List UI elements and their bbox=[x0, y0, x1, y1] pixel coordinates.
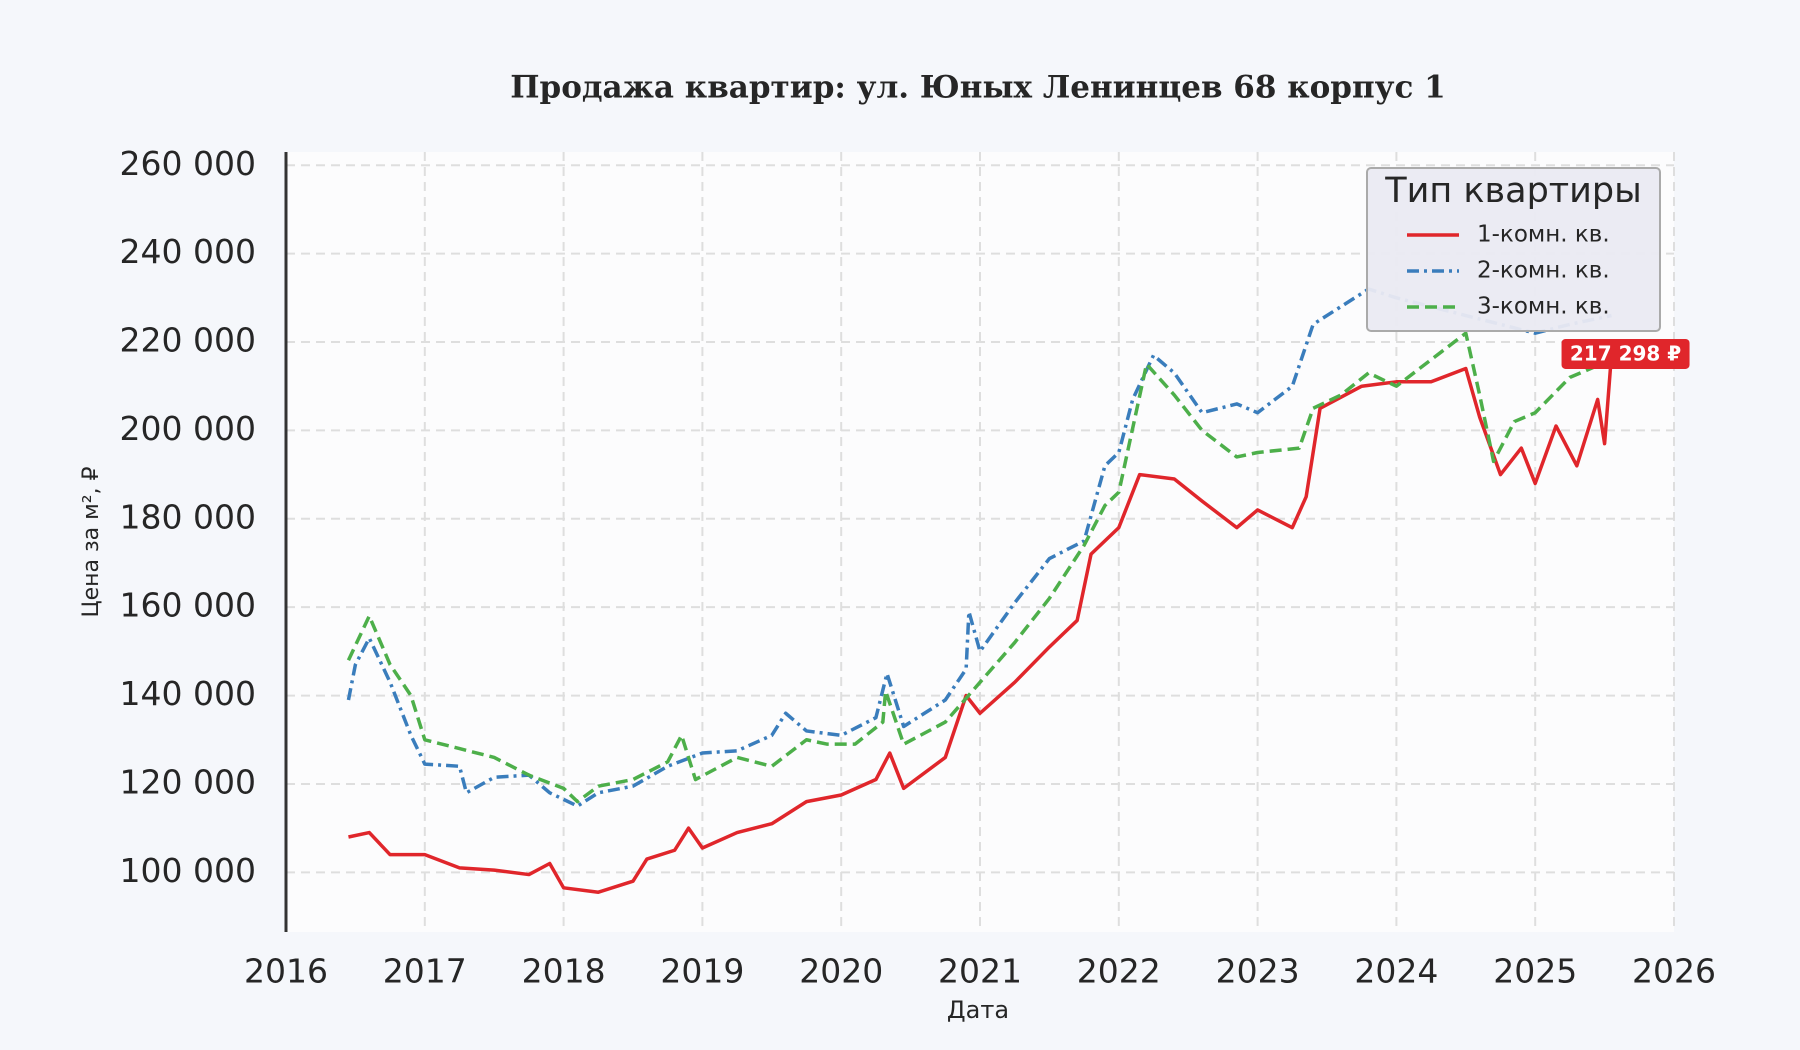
series-line bbox=[348, 353, 1614, 894]
series-line bbox=[346, 331, 1613, 804]
y-tick-label: 240 000 bbox=[120, 232, 256, 271]
x-tick-label: 2016 bbox=[244, 952, 328, 991]
legend-box bbox=[1366, 167, 1661, 332]
x-tick-label: 2017 bbox=[383, 952, 467, 991]
y-tick-label: 200 000 bbox=[120, 409, 256, 448]
legend-label: 1-комн. кв. bbox=[1477, 222, 1610, 248]
x-tick-label: 2022 bbox=[1077, 952, 1161, 991]
y-tick-label: 220 000 bbox=[120, 321, 256, 360]
y-tick-label: 140 000 bbox=[120, 674, 256, 713]
legend-title: Тип квартиры bbox=[1384, 171, 1642, 211]
legend-label: 2-комн. кв. bbox=[1477, 258, 1610, 284]
x-tick-label: 2024 bbox=[1354, 952, 1438, 991]
legend: Тип квартиры 1-комн. кв. 2-комн. кв. 3-комн… bbox=[1366, 167, 1661, 332]
legend-label: 3-комн. кв. bbox=[1477, 294, 1610, 320]
x-tick-label: 2025 bbox=[1493, 952, 1577, 991]
y-tick-label: 100 000 bbox=[120, 851, 256, 890]
end-label: 217 298 ₽ bbox=[1570, 341, 1681, 365]
y-axis-label: Цена за м², ₽ bbox=[79, 466, 104, 617]
y-tick-label: 180 000 bbox=[120, 497, 256, 536]
y-tick-label: 120 000 bbox=[120, 762, 256, 801]
y-tick-label: 160 000 bbox=[120, 586, 256, 625]
chart-title: Продажа квартир: ул. Юных Ленинцев 68 ко… bbox=[510, 70, 1446, 106]
x-axis-label: Дата bbox=[947, 996, 1009, 1024]
x-tick-label: 2023 bbox=[1216, 952, 1300, 991]
x-tick-label: 2018 bbox=[522, 952, 606, 991]
series-line bbox=[346, 287, 1612, 808]
x-tick-label: 2026 bbox=[1632, 952, 1716, 991]
x-tick-label: 2020 bbox=[799, 952, 883, 991]
x-tick-label: 2021 bbox=[938, 952, 1022, 991]
end-label-box bbox=[1561, 338, 1690, 369]
x-tick-label: 2019 bbox=[660, 952, 744, 991]
y-tick-label: 260 000 bbox=[120, 144, 256, 183]
